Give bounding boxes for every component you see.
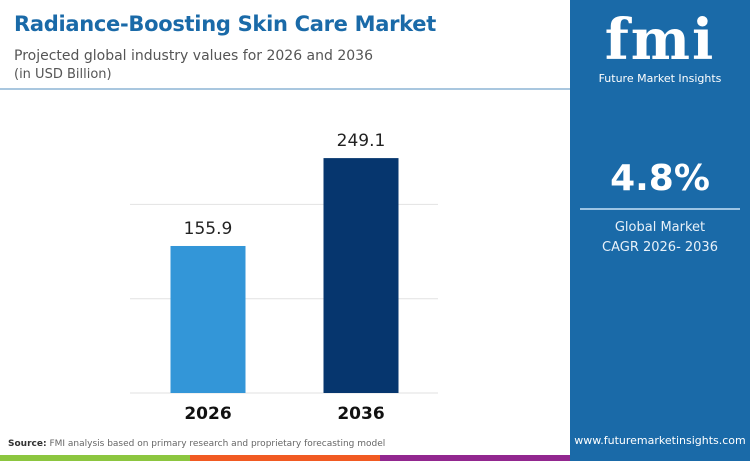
data-label: 249.1 [337, 131, 386, 151]
stripe-green [0, 455, 190, 461]
unit-label: (in USD Billion) [14, 67, 112, 82]
chart-subtitle: Projected global industry values for 202… [14, 48, 373, 64]
chart-title: Radiance-Boosting Skin Care Market [14, 12, 436, 36]
x-tick-label: 2036 [337, 404, 384, 424]
x-tick-label: 2026 [184, 404, 231, 424]
cagr-value: 4.8% [610, 158, 710, 199]
cagr-label: Global Market CAGR 2026- 2036 [570, 218, 750, 258]
data-label: 155.9 [184, 219, 233, 239]
bar-chart: 155.9 2026 249.1 2036 [130, 131, 438, 424]
website-link[interactable]: www.futuremarketinsights.com [574, 434, 746, 447]
source-label: Source: [8, 439, 47, 449]
stripe-orange [190, 455, 380, 461]
cagr-divider [580, 208, 740, 210]
source-note: Source: FMI analysis based on primary re… [8, 439, 385, 449]
bar-2036 [323, 158, 399, 393]
logo-subtitle: Future Market Insights [598, 72, 722, 85]
source-text: FMI analysis based on primary research a… [49, 439, 386, 449]
fmi-logo: fmi [604, 7, 716, 73]
side-panel: fmi Future Market Insights 4.8% Global M… [570, 0, 750, 461]
bar-2026 [170, 245, 246, 393]
cagr-label-2: CAGR 2026- 2036 [602, 240, 718, 255]
cagr-label-1: Global Market [614, 220, 706, 235]
stripe-purple [380, 455, 570, 461]
divider [0, 88, 570, 90]
